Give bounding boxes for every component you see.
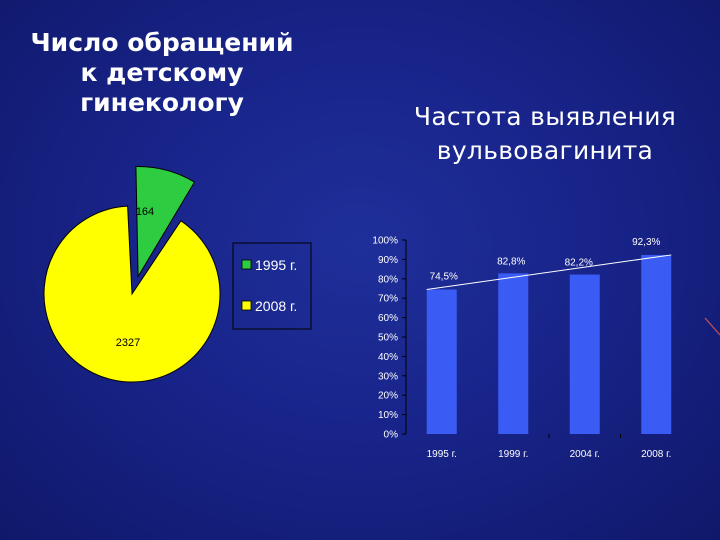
bar-title-line-1: Частота выявления [413,102,677,131]
bar-3 [641,254,672,434]
bar-data-label-0: 74,5% [430,271,458,282]
y-tick-label-8: 80% [378,274,398,285]
bar-title-line-2: вульвовагинита [436,135,654,165]
pie-legend: 1995 г. 2008 г. [232,242,312,330]
y-tick-label-2: 20% [378,391,398,402]
y-tick-label-10: 100% [372,236,398,247]
pie-slice-2008 [43,205,221,383]
pie-title-line-1: Число обращений [30,28,294,57]
pie-chart-title: Число обращений к детскому гинекологу [22,28,302,118]
pie-title-line-3: гинекологу [80,88,244,117]
x-category-label-0: 1995 г. [427,449,457,460]
trendline [426,254,672,290]
bar-data-label-2: 82,2% [565,258,593,269]
y-tick-label-0: 0% [384,430,399,441]
legend-swatch-0 [241,259,252,270]
decorative-line [704,317,720,336]
pie-slice-1995 [135,166,196,279]
pie-chart: 164 2327 [43,166,221,383]
pie-data-label-2008: 2327 [116,337,140,349]
x-category-label-2: 2004 г. [570,449,600,460]
y-tick-label-3: 30% [378,371,398,382]
bar-0 [426,289,457,434]
legend-label-1: 2008 г. [255,298,297,314]
legend-swatch-1 [241,300,252,311]
pie-title-line-2: к детскому [80,58,244,87]
bar-2 [569,274,600,434]
bar-data-label-1: 82,8% [497,256,525,267]
legend-label-0: 1995 г. [255,257,297,273]
x-category-label-1: 1999 г. [498,449,528,460]
y-tick-label-4: 40% [378,352,398,363]
bar-1 [498,273,529,434]
y-tick-label-5: 50% [378,333,398,344]
x-category-label-3: 2008 г. [641,449,671,460]
legend-frame [232,242,312,330]
pie-data-label-1995: 164 [136,206,154,218]
y-tick-label-6: 60% [378,313,398,324]
y-tick-label-9: 90% [378,255,398,266]
bar-chart: 0% 10% 20% 30% 40% 50% 60% 70% 80% 90% 100% 1995 г.… [372,236,671,461]
y-tick-label-7: 70% [378,294,398,305]
bar-chart-title: Частота выявления вульвовагинита [380,100,710,168]
y-tick-label-1: 10% [378,410,398,421]
bar-data-label-3: 92,3% [632,237,660,248]
